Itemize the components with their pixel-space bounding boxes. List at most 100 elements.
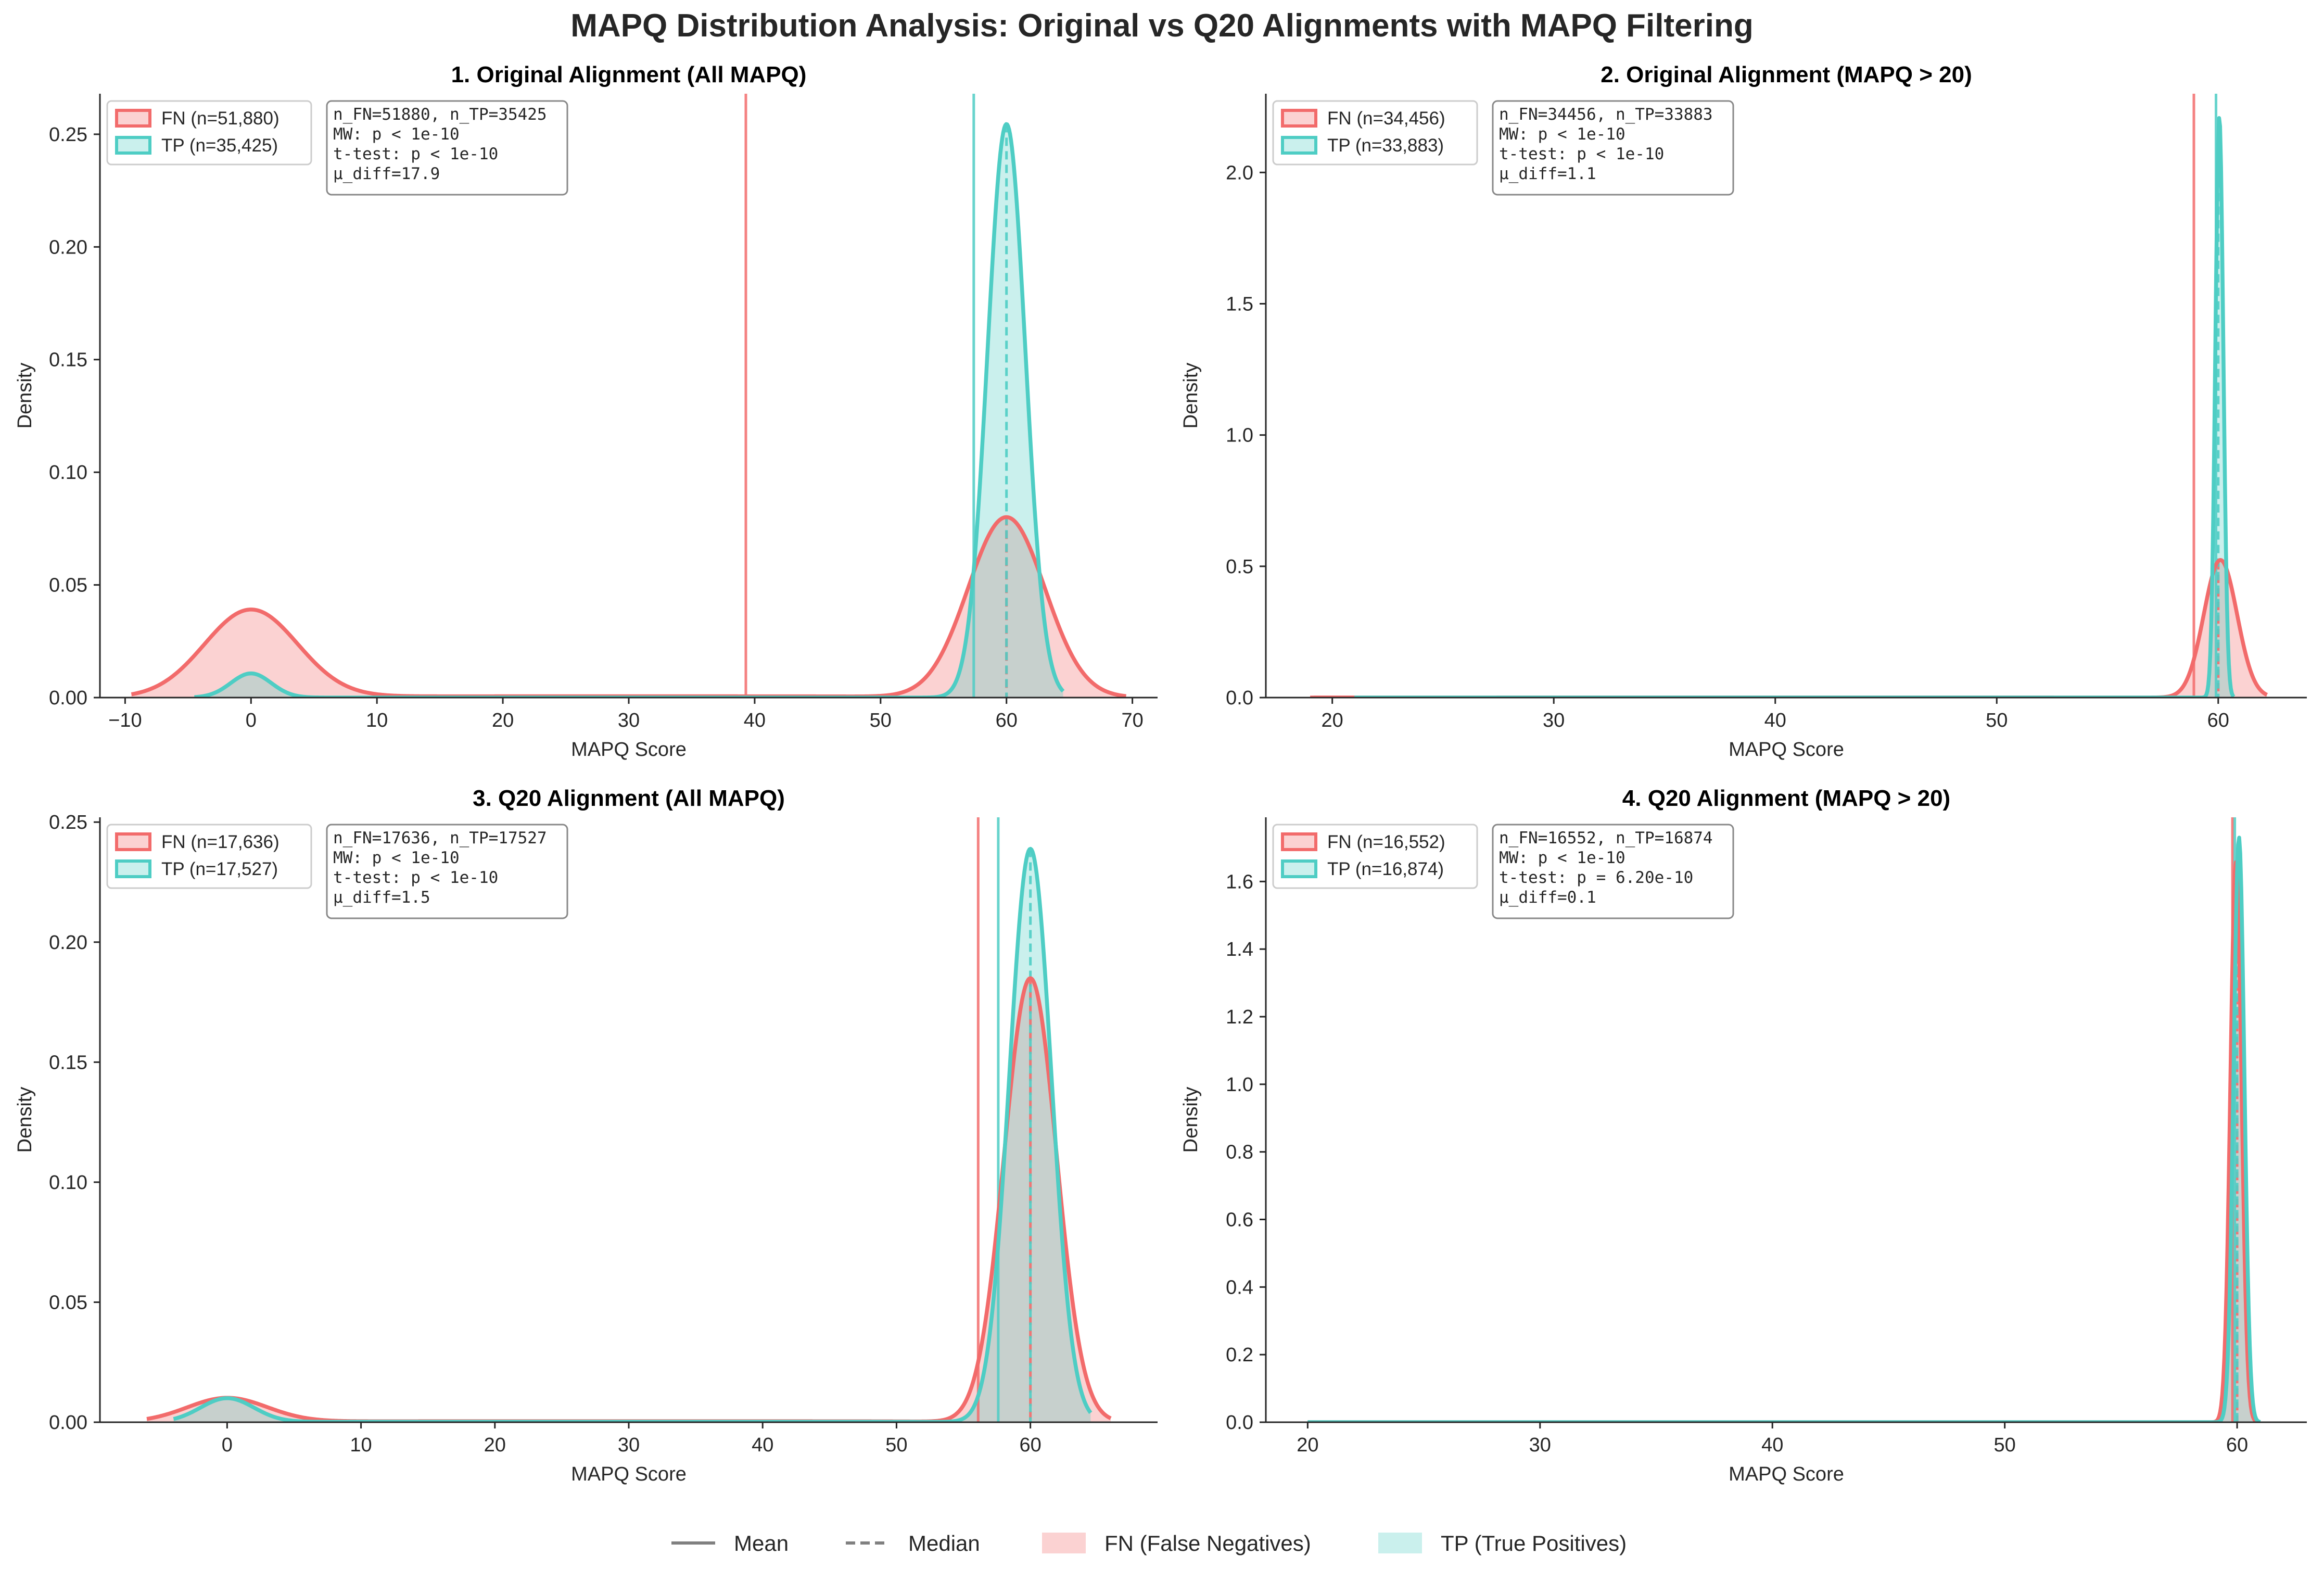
- panel-4: 20 30 40 50 60 0.0 0.2 0.4 0.6 0.8 1.0 1.2 1.4 1.6 MAP…: [1180, 786, 2307, 1485]
- legend-entry: FN (n=16,552): [1327, 832, 1445, 852]
- x-tick-label: 40: [744, 710, 766, 731]
- legend-entry: TP (n=16,874): [1327, 859, 1444, 879]
- panel-legend: FN (n=51,880) TP (n=35,425): [106, 100, 312, 166]
- x-tick-label: 50: [1994, 1434, 2016, 1456]
- tp-density-fill: [1354, 118, 2234, 698]
- stats-line: μ_diff=0.1: [1499, 888, 1596, 907]
- y-tick-label: 1.0: [1226, 425, 1253, 447]
- fn-density-line: [1309, 558, 2268, 698]
- bottom-legend-median: Median: [846, 1531, 980, 1555]
- x-tick-label: 10: [350, 1434, 372, 1456]
- x-tick-label: 60: [2207, 710, 2229, 731]
- x-tick-label: 40: [1761, 1434, 1783, 1456]
- bottom-legend-label: FN (False Negatives): [1104, 1531, 1311, 1555]
- stats-line: MW: p < 1e-10: [1499, 125, 1625, 144]
- panel-title: 1. Original Alignment (All MAPQ): [451, 62, 807, 87]
- x-tick-label: 70: [1121, 710, 1143, 731]
- legend-frame: [106, 100, 312, 166]
- legend-frame: [1272, 100, 1478, 166]
- tp-density-line: [1353, 116, 2236, 698]
- stats-line: MW: p < 1e-10: [333, 125, 460, 144]
- legend-entry: TP (n=35,425): [161, 135, 278, 156]
- panel-legend: FN (n=17,636) TP (n=17,527): [106, 824, 312, 889]
- area-swatch: [1378, 1533, 1422, 1553]
- stats-line: MW: p < 1e-10: [1499, 849, 1625, 867]
- panel-2: 20 30 40 50 60 0.0 0.5 1.0 1.5 2.0 MAPQ Score Densi…: [1180, 62, 2307, 761]
- y-tick-label: 0.20: [49, 236, 87, 258]
- legend-entry: TP (n=17,527): [161, 859, 278, 879]
- y-tick-label: 2.0: [1226, 162, 1253, 184]
- plot-area: [146, 817, 1112, 1422]
- y-axis-label: Density: [1180, 363, 1202, 429]
- panel-1: −10 0 10 20 30 40 50 60 70 0.00 0.05 0.10 0.15 0.20 0.…: [14, 62, 1158, 761]
- x-axis-label: MAPQ Score: [571, 739, 687, 761]
- panel-legend: FN (n=34,456) TP (n=33,883): [1272, 100, 1478, 166]
- fn-density-fill: [1310, 560, 2267, 698]
- x-tick-label: 0: [246, 710, 257, 731]
- stats-line: t-test: p < 1e-10: [1499, 145, 1664, 163]
- panel-title: 3. Q20 Alignment (All MAPQ): [473, 786, 785, 811]
- plot-area: [1309, 94, 2268, 698]
- x-tick-label: 20: [484, 1434, 506, 1456]
- y-tick-label: 0.20: [49, 932, 87, 954]
- figure-title: MAPQ Distribution Analysis: Original vs …: [570, 8, 1754, 44]
- stats-frame: [1492, 100, 1734, 196]
- y-tick-label: 1.0: [1226, 1074, 1253, 1096]
- y-tick-label: 0.05: [49, 1292, 87, 1313]
- legend-swatch: [115, 136, 151, 155]
- tp-density-line: [172, 846, 1093, 1422]
- area-swatch: [1042, 1533, 1086, 1553]
- legend-swatch: [1281, 136, 1317, 155]
- stats-line: n_FN=51880, n_TP=35425: [333, 105, 547, 124]
- legend-swatch: [115, 109, 151, 128]
- legend-entry: FN (n=51,880): [161, 108, 280, 129]
- x-tick-label: 50: [870, 710, 892, 731]
- x-tick-label: 40: [752, 1434, 773, 1456]
- y-axis-label: Density: [14, 1087, 36, 1153]
- x-tick-label: 30: [1543, 710, 1565, 731]
- tp-density-fill: [173, 849, 1091, 1422]
- stats-line: μ_diff=1.1: [1499, 165, 1596, 183]
- x-tick-label: 60: [996, 710, 1018, 731]
- fn-density-fill: [147, 978, 1111, 1422]
- legend-swatch: [1281, 859, 1317, 878]
- x-tick-label: 40: [1764, 710, 1786, 731]
- bottom-legend-tp-true-positives: TP (True Positives): [1378, 1531, 1627, 1555]
- y-tick-label: 0.4: [1226, 1276, 1253, 1298]
- y-axis-label: Density: [14, 363, 36, 429]
- y-tick-label: 0.6: [1226, 1209, 1253, 1231]
- stats-frame: [326, 824, 568, 919]
- legend-entry: FN (n=34,456): [1327, 108, 1445, 129]
- y-tick-label: 0.25: [49, 812, 87, 833]
- y-tick-label: 0.25: [49, 124, 87, 146]
- bottom-legend: Mean Median FN (False Negatives) TP (True P…: [671, 1531, 1627, 1555]
- y-tick-label: 0.15: [49, 1052, 87, 1073]
- y-tick-label: 0.00: [49, 1412, 87, 1434]
- bottom-legend-label: Mean: [734, 1531, 789, 1555]
- bottom-legend-mean: Mean: [671, 1531, 789, 1555]
- legend-frame: [1272, 824, 1478, 889]
- y-tick-label: 0.00: [49, 687, 87, 709]
- plot-area: [1306, 817, 2262, 1422]
- tp-density-line: [193, 122, 1065, 698]
- stats-line: t-test: p < 1e-10: [333, 145, 498, 163]
- bottom-legend-label: Median: [908, 1531, 980, 1555]
- plot-area: [130, 94, 1127, 698]
- x-tick-label: 0: [222, 1434, 233, 1456]
- x-axis-label: MAPQ Score: [571, 1463, 687, 1485]
- stats-frame: [326, 100, 568, 196]
- legend-frame: [106, 824, 312, 889]
- tp-density-fill: [1307, 838, 2260, 1422]
- stats-line: n_FN=34456, n_TP=33883: [1499, 105, 1713, 124]
- y-tick-label: 1.6: [1226, 871, 1253, 893]
- fn-density-fill: [131, 517, 1126, 698]
- stats-line: μ_diff=1.5: [333, 888, 430, 907]
- stats-line: t-test: p = 6.20e-10: [1499, 868, 1693, 887]
- x-axis-label: MAPQ Score: [1729, 739, 1844, 761]
- stats-line: n_FN=17636, n_TP=17527: [333, 829, 547, 848]
- stats-frame: [1492, 824, 1734, 919]
- y-tick-label: 0.0: [1226, 687, 1253, 709]
- fn-density-line: [1306, 860, 2262, 1422]
